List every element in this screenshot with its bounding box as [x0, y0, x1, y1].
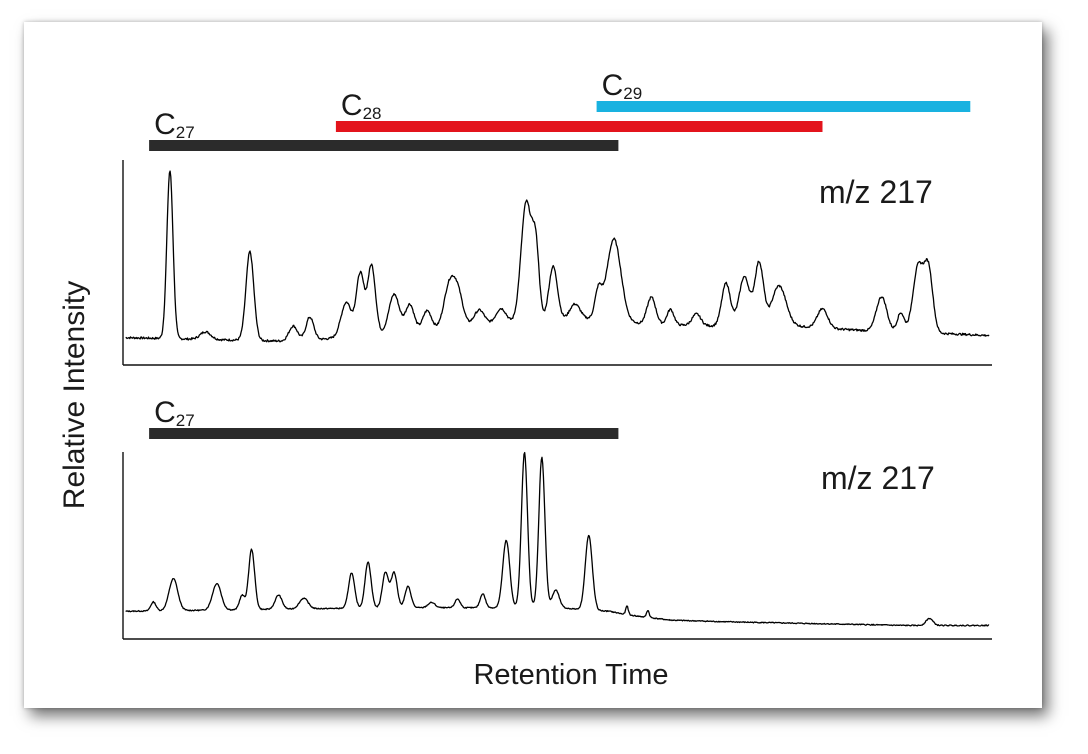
y-axis-label: Relative Intensity: [58, 281, 91, 509]
chromatogram-figure: C27 C28 C29 C27 m/z 217 m/z 217 Relative I…: [58, 69, 992, 691]
range-bar-c29: [596, 101, 971, 112]
range-label-c29: C29: [602, 69, 643, 103]
panel-top: m/z 217: [122, 160, 992, 366]
panel-top-annotation: m/z 217: [819, 174, 933, 210]
trace-top: [125, 170, 990, 343]
trace-bottom: [125, 451, 990, 627]
range-label-c27: C27: [154, 108, 195, 142]
range-label-c28: C28: [341, 89, 382, 123]
range-label-bottom-c27: C27: [154, 396, 195, 430]
range-bar-c28: [335, 121, 823, 132]
carbon-number-ranges-bottom: C27: [149, 396, 619, 439]
range-bar-bottom-c27: [149, 428, 619, 439]
figure-card: C27 C28 C29 C27 m/z 217 m/z 217 Relative I…: [24, 22, 1042, 708]
carbon-number-ranges-top: C27 C28 C29: [149, 69, 971, 151]
range-bar-c27: [149, 140, 619, 151]
panel-bottom-annotation: m/z 217: [821, 460, 935, 496]
x-axis-label: Retention Time: [473, 659, 668, 691]
panel-bottom: m/z 217: [122, 451, 992, 640]
